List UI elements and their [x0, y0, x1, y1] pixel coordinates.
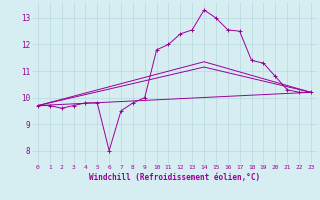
X-axis label: Windchill (Refroidissement éolien,°C): Windchill (Refroidissement éolien,°C) [89, 173, 260, 182]
